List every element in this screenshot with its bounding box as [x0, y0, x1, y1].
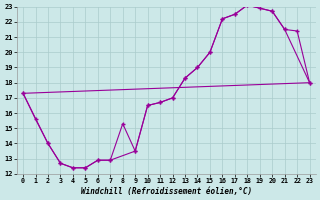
X-axis label: Windchill (Refroidissement éolien,°C): Windchill (Refroidissement éolien,°C): [81, 187, 252, 196]
